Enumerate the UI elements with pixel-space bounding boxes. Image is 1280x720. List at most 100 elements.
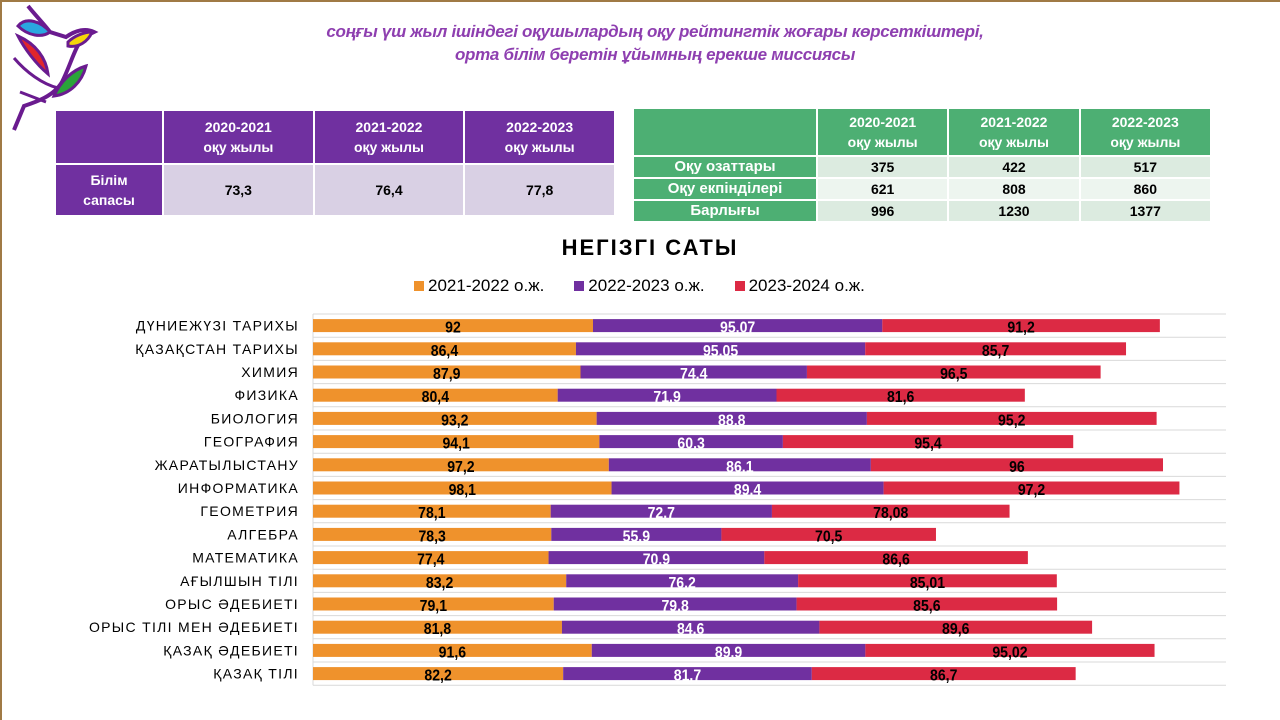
bar-segment <box>561 620 820 634</box>
data-label: 95.05 <box>703 342 738 360</box>
table-row: Білім сапасы 73,3 76,4 77,8 <box>54 163 616 217</box>
data-label: 70.9 <box>643 551 670 569</box>
category-label: ГЕОГРАФИЯ <box>204 434 299 450</box>
bar-segment <box>883 481 1180 495</box>
category-label: ХИМИЯ <box>241 364 299 380</box>
bar-segment <box>771 504 1010 518</box>
legend-item: 2023-2024 о.ж. <box>734 276 865 296</box>
bar-segment <box>313 620 562 634</box>
data-label: 79.8 <box>661 597 688 615</box>
data-label: 97,2 <box>447 458 474 476</box>
bar-segment <box>313 319 593 333</box>
bar-segment <box>575 342 866 356</box>
data-label: 70,5 <box>815 528 842 546</box>
bar-segment <box>764 551 1028 565</box>
data-label: 91,6 <box>439 644 466 662</box>
data-label: 83,2 <box>426 574 453 592</box>
bar-segment <box>563 667 812 681</box>
table-cell: 422 <box>947 155 1081 179</box>
bar-segment <box>553 597 797 611</box>
bar-segment <box>313 388 558 402</box>
data-label: 89.4 <box>734 481 762 499</box>
bar-segment <box>313 527 552 541</box>
bar-segment <box>796 597 1058 611</box>
table-cell: 77,8 <box>463 163 616 217</box>
table-cell: 860 <box>1078 177 1213 201</box>
data-label: 85,01 <box>910 574 945 592</box>
data-label: 81,6 <box>887 388 914 406</box>
bar-segment <box>776 388 1025 402</box>
title-line-1: соңғы үш жыл ішіндегі оқушылардың оқу ре… <box>326 22 984 41</box>
data-label: 71.9 <box>653 388 680 406</box>
slide-title: соңғы үш жыл ішіндегі оқушылардың оқу ре… <box>200 20 1110 66</box>
data-label: 55.9 <box>623 528 650 546</box>
bar-segment <box>313 667 564 681</box>
data-label: 95,02 <box>992 644 1027 662</box>
bar-segment <box>811 667 1076 681</box>
header-empty-cell <box>632 107 818 157</box>
data-label: 97,2 <box>1018 481 1045 499</box>
table-cell: 76,4 <box>312 163 466 217</box>
category-label: ГЕОМЕТРИЯ <box>200 503 299 519</box>
table-cell: 1230 <box>947 199 1081 223</box>
data-label: 87,9 <box>433 365 460 383</box>
data-label: 86,6 <box>882 551 909 569</box>
table-row: Оқу озаттары 375 422 517 <box>632 155 1213 179</box>
bar-segment <box>596 411 867 425</box>
legend-swatch-orange <box>414 281 424 291</box>
data-label: 86,4 <box>431 342 459 360</box>
bar-segment <box>721 527 936 541</box>
category-label: ДҮНИЕЖҮЗІ ТАРИХЫ <box>136 318 299 334</box>
data-label: 95,2 <box>998 412 1025 430</box>
header-cell: 2021-2022 оқу жылы <box>947 107 1081 157</box>
table-cell: 996 <box>815 199 950 223</box>
data-label: 92 <box>445 319 461 337</box>
legend-item: 2021-2022 о.ж. <box>414 276 544 296</box>
bar-segment <box>591 643 866 657</box>
bar-segment <box>313 481 612 495</box>
bar-segment <box>798 574 1057 588</box>
header-cell: 2020-2021 оқу жылы <box>162 109 315 165</box>
table-cell: 517 <box>1078 155 1213 179</box>
data-label: 78,1 <box>418 504 445 522</box>
data-label: 72.7 <box>648 504 675 522</box>
data-label: 77,4 <box>417 551 445 569</box>
title-line-2: орта білім беретін ұйымның ерекше миссия… <box>454 45 856 64</box>
data-label: 85,6 <box>913 597 940 615</box>
data-label: 79,1 <box>420 597 447 615</box>
data-label: 93,2 <box>441 412 468 430</box>
data-label: 85,7 <box>982 342 1009 360</box>
slide-frame-left <box>0 0 2 720</box>
bar-segment <box>313 551 549 565</box>
header-cell: 2022-2023 оқу жылы <box>1078 107 1213 157</box>
bar-segment <box>313 458 609 472</box>
header-cell: 2021-2022 оқу жылы <box>312 109 466 165</box>
bar-segment <box>865 643 1155 657</box>
category-label: ҚАЗАҚСТАН ТАРИХЫ <box>135 341 299 357</box>
table-cell: 73,3 <box>162 163 315 217</box>
bar-segment <box>551 527 722 541</box>
data-label: 76.2 <box>668 574 695 592</box>
category-label: АҒЫЛШЫН ТІЛІ <box>180 573 299 589</box>
legend-item: 2022-2023 о.ж. <box>574 276 705 296</box>
data-label: 96,5 <box>940 365 967 383</box>
legend-swatch-purple <box>574 281 585 291</box>
category-label: МАТЕМАТИКА <box>192 550 299 566</box>
data-label: 80,4 <box>422 388 450 406</box>
data-label: 81,8 <box>424 620 451 638</box>
data-label: 82,2 <box>424 667 451 685</box>
data-label: 86,7 <box>930 667 957 685</box>
bar-segment <box>592 319 883 333</box>
education-quality-table: 2020-2021 оқу жылы 2021-2022 оқу жылы 2022… <box>54 109 616 217</box>
table-header-row: 2020-2021 оқу жылы 2021-2022 оқу жылы 2022… <box>632 107 1213 157</box>
data-label: 60.3 <box>677 435 704 453</box>
bar-segment <box>782 435 1074 449</box>
bar-segment <box>313 435 600 449</box>
table-row: Оқу екпінділері 621 808 860 <box>632 177 1213 201</box>
data-label: 81.7 <box>674 667 701 685</box>
category-label: ИНФОРМАТИКА <box>178 480 299 496</box>
bar-segment <box>313 504 551 518</box>
row-label: Оқу озаттары <box>632 155 818 179</box>
bird-logo-icon <box>12 4 99 131</box>
